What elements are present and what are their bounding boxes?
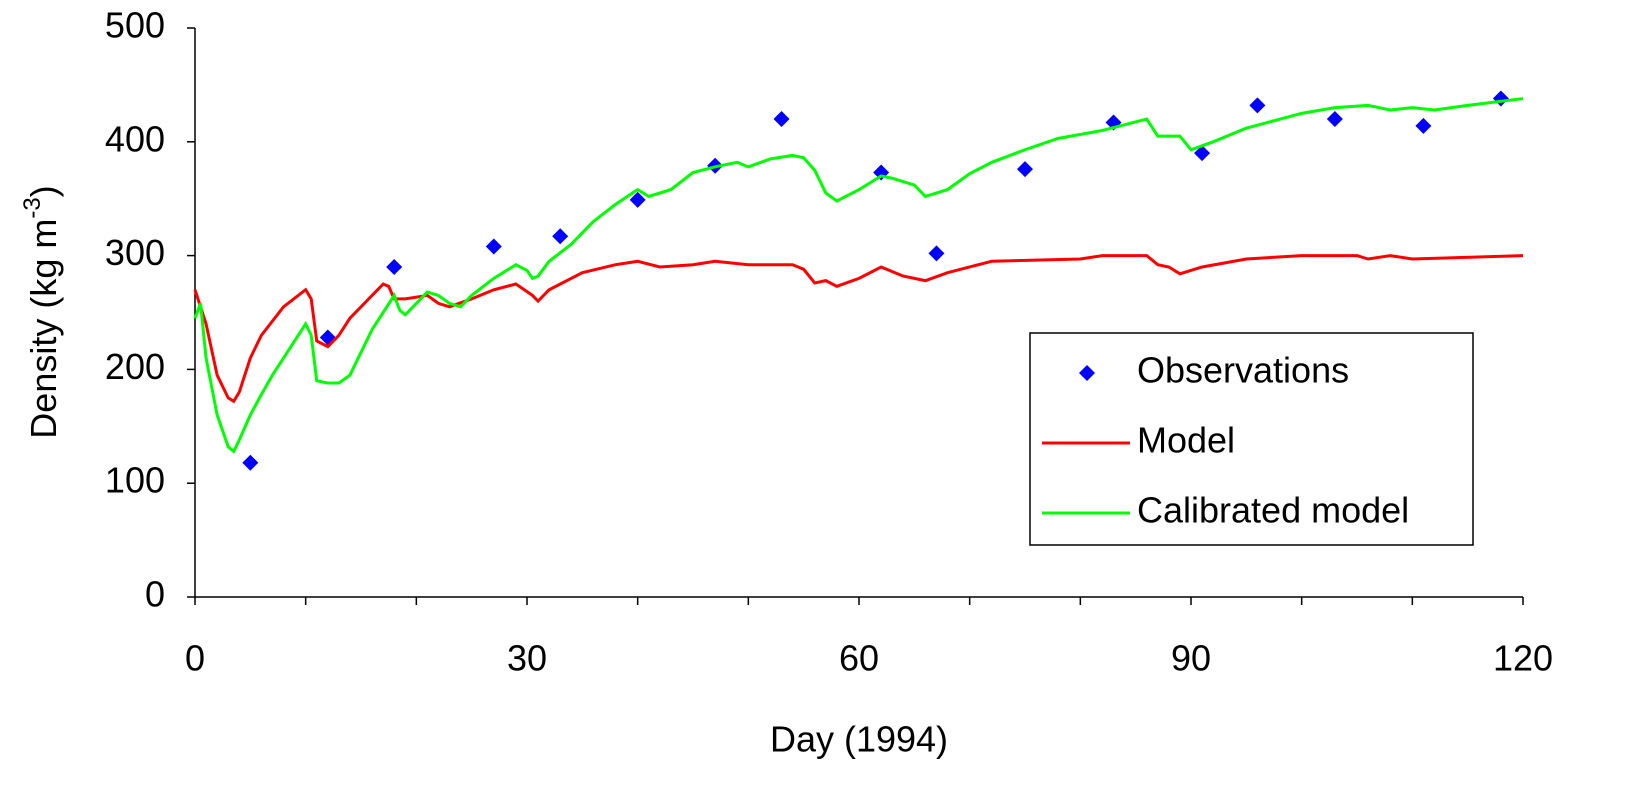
- observation-point: [485, 238, 502, 255]
- y-tick-label: 100: [105, 460, 165, 501]
- x-tick-label: 30: [507, 638, 547, 679]
- legend-label: Model: [1137, 420, 1235, 461]
- series-line: [193, 97, 1524, 454]
- legend-label: Observations: [1137, 350, 1349, 391]
- y-label-sup: -3: [19, 197, 46, 218]
- y-label-end: ): [23, 185, 64, 197]
- y-tick-label: 400: [105, 118, 165, 159]
- observation-point: [1415, 117, 1432, 134]
- x-tick-label: 90: [1171, 638, 1211, 679]
- y-tick-label: 200: [105, 346, 165, 387]
- observation-point: [1492, 90, 1509, 107]
- legend-box: [1029, 332, 1474, 546]
- y-label-text: Density (kg m: [23, 219, 64, 439]
- observation-point: [1326, 111, 1343, 128]
- x-tick-label: 120: [1493, 638, 1553, 679]
- legend-marker: [1079, 365, 1095, 381]
- observation-point: [552, 228, 569, 245]
- y-tick-label: 300: [105, 232, 165, 273]
- x-axis-label: Day (1994): [770, 719, 948, 760]
- series-line: [193, 254, 1524, 404]
- y-tick-label: 0: [145, 574, 165, 615]
- observation-point: [1017, 161, 1033, 178]
- y-axis-label: Density (kg m-3): [19, 185, 63, 438]
- x-tick-label: 0: [185, 638, 205, 679]
- legend-label: Calibrated model: [1137, 490, 1409, 531]
- observation-point: [1249, 97, 1266, 114]
- observation-point: [629, 191, 646, 208]
- y-tick-label: 500: [105, 5, 165, 46]
- observation-point: [386, 258, 403, 275]
- observation-point: [773, 111, 790, 128]
- x-tick-label: 60: [839, 638, 879, 679]
- observation-point: [242, 454, 259, 471]
- observation-point: [1194, 145, 1211, 162]
- observation-point: [928, 245, 945, 262]
